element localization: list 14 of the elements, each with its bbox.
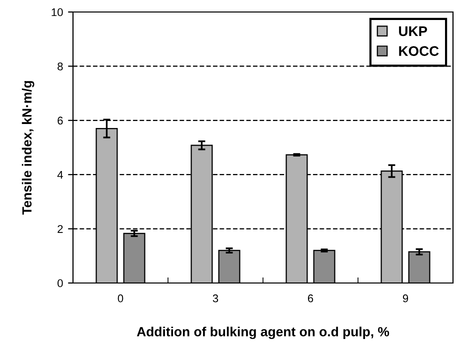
y-tick-label: 4 [57,170,63,179]
y-tick-label: 0 [58,279,63,288]
x-tick-label: 3 [212,294,218,302]
y-tick-label: 6 [58,116,63,125]
x-tick-label: 9 [402,294,408,302]
x-axis-title: Addition of bulking agent on o.d pulp, % [136,326,390,340]
x-tick-label: 0 [118,294,124,302]
legend-label: KOCC [399,46,439,56]
legend-label: UKP [399,26,428,36]
y-tick-label: 2 [58,225,63,233]
y-tick-label: 10 [52,8,63,16]
y-tick-label: 8 [58,62,63,70]
x-tick-label: 6 [308,294,314,302]
y-axis-title: Tensile index, kN·m/g [22,81,34,215]
